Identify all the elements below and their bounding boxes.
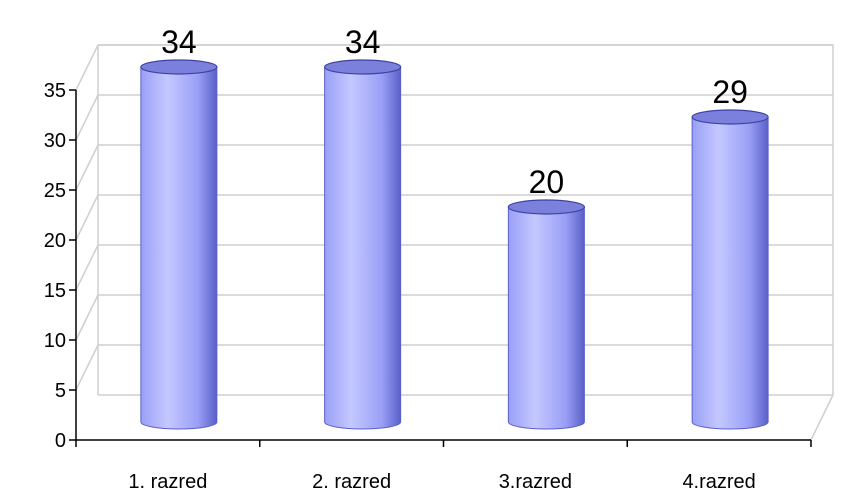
data-label: 34 — [161, 24, 197, 60]
data-label: 29 — [712, 74, 748, 110]
y-tick-label: 5 — [55, 380, 66, 402]
gridline-side — [75, 244, 99, 291]
y-tick-label: 10 — [44, 330, 66, 352]
y-tick-label: 15 — [44, 280, 66, 302]
bars — [140, 59, 769, 430]
bar-body — [140, 66, 218, 430]
x-category-label: 1. razred — [128, 471, 207, 493]
bar-body — [507, 206, 585, 430]
y-tick-label: 20 — [44, 230, 66, 252]
x-category-label: 2. razred — [312, 471, 391, 493]
gridline-side — [75, 44, 99, 91]
bar-top — [507, 199, 585, 215]
axes — [75, 45, 812, 447]
x-axis-labels: 1. razred 2. razred 3.razred 4.razred — [128, 471, 755, 493]
data-labels: 34 34 20 29 — [161, 24, 748, 200]
x-category-label: 3.razred — [499, 471, 572, 493]
y-tick-label: 30 — [44, 130, 66, 152]
y-tick-label: 35 — [44, 80, 66, 102]
data-label: 34 — [345, 24, 381, 60]
bar — [140, 59, 218, 430]
y-tick-label: 0 — [55, 430, 66, 452]
gridline-side — [75, 294, 99, 341]
y-axis-ticks: 0 5 10 15 20 25 30 35 — [44, 80, 76, 452]
bar-top — [691, 109, 769, 125]
bar-body — [691, 116, 769, 430]
data-label: 20 — [529, 164, 565, 200]
bar-body — [324, 66, 402, 430]
bar-top — [324, 59, 402, 75]
y-tick-label: 25 — [44, 180, 66, 202]
gridline-side — [75, 344, 99, 391]
gridline-side — [75, 194, 99, 241]
gridline-side — [75, 144, 99, 191]
bar-top — [140, 59, 218, 75]
bar — [507, 199, 585, 430]
gridline-side — [75, 94, 99, 141]
bar — [691, 109, 769, 430]
x-category-label: 4.razred — [682, 471, 755, 493]
bar — [324, 59, 402, 430]
floor-edge — [810, 394, 834, 441]
